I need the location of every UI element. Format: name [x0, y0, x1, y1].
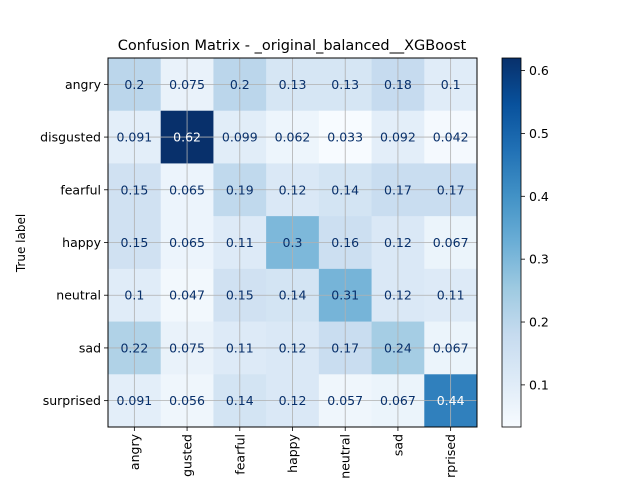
cell-value-label: 0.12 — [279, 340, 307, 355]
cell-value-label: 0.19 — [226, 182, 254, 197]
cell-value-label: 0.3 — [283, 235, 303, 250]
cell-value-label: 0.17 — [384, 182, 412, 197]
cell-value-label: 0.17 — [437, 182, 465, 197]
x-tick-label: sad — [390, 434, 405, 456]
cell-value-label: 0.12 — [279, 182, 307, 197]
cell-value-label: 0.12 — [384, 235, 412, 250]
cell-value-label: 0.16 — [331, 235, 359, 250]
cell-value-label: 0.1 — [441, 77, 461, 92]
cell-value-label: 0.31 — [331, 288, 359, 303]
y-tick-label: neutral — [56, 288, 101, 303]
cell-value-label: 0.15 — [226, 288, 254, 303]
x-tick-labels: angry gusted fearful happy neutral sad rprised — [127, 427, 458, 479]
cell-value-label: 0.075 — [169, 340, 205, 355]
cell-value-label: 0.067 — [380, 393, 416, 408]
cell-value-label: 0.047 — [169, 288, 205, 303]
cell-value-label: 0.065 — [169, 182, 205, 197]
cell-value-label: 0.067 — [433, 235, 469, 250]
y-tick-label: sad — [79, 340, 101, 355]
y-tick-label: happy — [62, 235, 101, 250]
cell-value-label: 0.057 — [327, 393, 363, 408]
cell-value-label: 0.065 — [169, 235, 205, 250]
cell-value-label: 0.092 — [380, 130, 416, 145]
x-tick-label: happy — [285, 433, 300, 472]
y-tick-label: angry — [65, 77, 102, 92]
cell-value-label: 0.13 — [331, 77, 359, 92]
colorbar-tick-label: 0.6 — [529, 63, 549, 78]
x-tick-label: neutral — [338, 434, 353, 479]
cell-value-label: 0.11 — [226, 235, 254, 250]
cell-value-label: 0.067 — [433, 340, 469, 355]
x-tick-label: fearful — [232, 434, 247, 475]
cell-value-label: 0.12 — [384, 288, 412, 303]
cell-value-label: 0.44 — [437, 393, 465, 408]
cell-value-label: 0.091 — [116, 130, 152, 145]
cell-value-label: 0.033 — [327, 130, 363, 145]
cell-value-label: 0.14 — [331, 182, 359, 197]
cell-value-label: 0.099 — [222, 130, 258, 145]
colorbar — [501, 57, 522, 428]
x-tick-label: gusted — [180, 434, 195, 477]
colorbar-tick-label: 0.2 — [529, 315, 549, 330]
chart-title: Confusion Matrix - _original_balanced__X… — [118, 38, 467, 54]
cell-value-label: 0.042 — [433, 130, 469, 145]
cell-value-label: 0.11 — [226, 340, 254, 355]
cell-value-label: 0.24 — [384, 340, 412, 355]
cell-value-label: 0.14 — [226, 393, 254, 408]
cell-value-label: 0.1 — [124, 288, 144, 303]
cell-value-label: 0.2 — [230, 77, 250, 92]
grid-lines — [108, 58, 477, 427]
cell-value-label: 0.062 — [275, 130, 311, 145]
y-tick-label: fearful — [60, 182, 101, 197]
cell-value-label: 0.14 — [279, 288, 307, 303]
cell-value-label: 0.13 — [279, 77, 307, 92]
y-tick-label: surprised — [43, 393, 101, 408]
cell-value-label: 0.15 — [120, 235, 148, 250]
cell-value-labels: 0.2 0.075 0.2 0.13 0.13 0.18 0.1 0.091 0.62 0.099… — [116, 77, 468, 408]
cell-value-label: 0.056 — [169, 393, 205, 408]
cell-value-label: 0.091 — [116, 393, 152, 408]
cell-value-label: 0.18 — [384, 77, 412, 92]
colorbar-tick-label: 0.5 — [529, 126, 549, 141]
cell-value-label: 0.075 — [169, 77, 205, 92]
x-tick-label: angry — [127, 433, 142, 470]
x-tick-label: rprised — [443, 434, 458, 478]
cell-value-label: 0.11 — [437, 288, 465, 303]
cell-value-label: 0.15 — [120, 182, 148, 197]
colorbar-ticks: 0.1 0.2 0.3 0.4 0.5 0.6 — [521, 63, 549, 392]
cell-value-label: 0.17 — [331, 340, 359, 355]
y-axis-label: True label — [14, 214, 28, 273]
cell-value-label: 0.62 — [173, 130, 201, 145]
cell-value-label: 0.2 — [124, 77, 144, 92]
colorbar-tick-label: 0.1 — [529, 377, 549, 392]
cell-value-label: 0.22 — [120, 340, 148, 355]
y-tick-labels: angry disgusted fearful happy neutral sad surp… — [40, 77, 108, 408]
cell-value-label: 0.12 — [279, 393, 307, 408]
colorbar-tick-label: 0.4 — [529, 189, 549, 204]
colorbar-tick-label: 0.3 — [529, 252, 549, 267]
y-tick-label: disgusted — [40, 130, 101, 145]
